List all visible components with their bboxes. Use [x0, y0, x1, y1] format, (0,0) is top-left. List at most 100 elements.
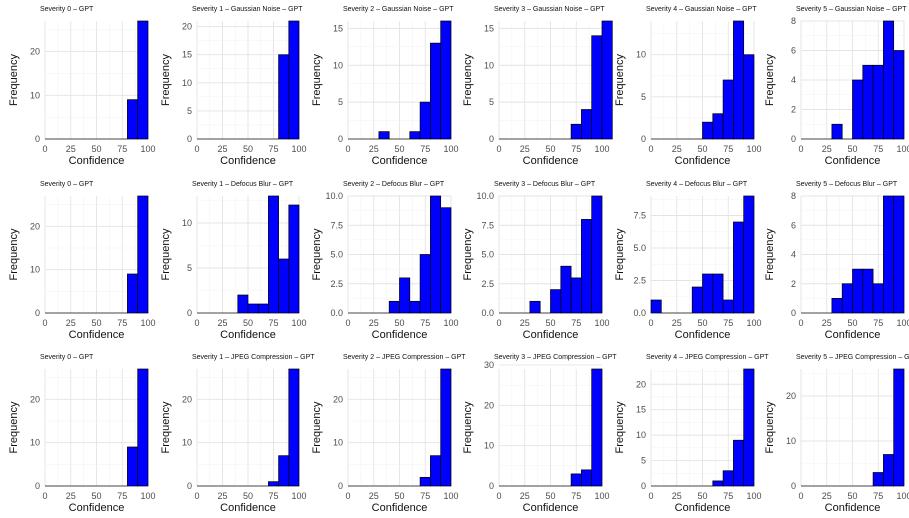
y-tick-label: 10: [182, 438, 192, 448]
panel-17: 0 5 10 15 20 0 25 50 75 100 Confidence Frequency Sev…: [614, 354, 769, 514]
y-tick-label: 0: [338, 134, 343, 144]
histogram-bar: [581, 469, 593, 487]
x-tick-label: 75: [268, 144, 278, 154]
y-axis-label: Frequency: [160, 401, 172, 453]
x-tick-label: 100: [443, 491, 458, 501]
x-axis-label: Confidence: [825, 502, 881, 514]
y-axis-label: Frequency: [614, 228, 626, 280]
y-tick-label: 10: [30, 265, 40, 275]
histogram-bar: [137, 20, 149, 140]
x-tick-label: 25: [520, 491, 530, 501]
y-tick-label: 15: [484, 23, 494, 33]
x-tick-label: 50: [91, 144, 101, 154]
y-tick-label: 0: [791, 481, 796, 491]
panel-title: Severity 2 – Defocus Blur – GPT: [343, 181, 445, 188]
panel-title: Severity 5 – Defocus Blur – GPT: [796, 181, 898, 188]
x-axis-label: Confidence: [69, 329, 125, 341]
y-axis-label: Frequency: [764, 228, 776, 280]
x-tick-label: 50: [394, 144, 404, 154]
y-tick-label: 10: [484, 60, 494, 70]
x-tick-label: 75: [571, 491, 581, 501]
y-tick-label: 20: [333, 394, 343, 404]
x-tick-label: 50: [91, 491, 101, 501]
x-axis-label: Confidence: [675, 155, 731, 167]
x-tick-label: 50: [243, 491, 253, 501]
y-tick-label: 4: [791, 250, 796, 260]
x-tick-label: 50: [243, 144, 253, 154]
y-axis-label: Frequency: [614, 54, 626, 106]
x-tick-label: 0: [648, 491, 653, 501]
histogram-bar: [883, 195, 895, 314]
y-tick-label: 5.0: [481, 250, 494, 260]
x-tick-label: 50: [697, 318, 707, 328]
histogram-bar: [137, 195, 149, 314]
x-tick-label: 75: [723, 144, 733, 154]
x-tick-label: 50: [243, 318, 253, 328]
x-tick-label: 25: [66, 318, 76, 328]
histogram-bar: [127, 99, 139, 140]
x-tick-label: 75: [571, 144, 581, 154]
x-tick-label: 0: [42, 491, 47, 501]
panel-2: 0 5 10 15 20 0 25 50 75 100 Confidence Frequency Sev…: [160, 6, 307, 167]
x-tick-label: 50: [394, 491, 404, 501]
panel-title: Severity 3 – Gaussian Noise – GPT: [494, 6, 605, 13]
y-tick-label: 20: [182, 394, 192, 404]
histogram-bar: [872, 64, 884, 140]
x-tick-label: 0: [345, 318, 350, 328]
histogram-bar: [278, 455, 290, 487]
histogram-bar: [288, 20, 300, 140]
y-axis-label: Frequency: [311, 228, 323, 280]
y-tick-label: 7.5: [633, 211, 646, 221]
x-tick-label: 100: [896, 318, 909, 328]
histogram-bar: [712, 273, 724, 314]
x-tick-label: 0: [496, 318, 501, 328]
panel-title: Severity 4 – Gaussian Noise – GPT: [646, 6, 757, 13]
x-tick-label: 75: [873, 318, 883, 328]
y-tick-label: 20: [484, 400, 494, 410]
histogram-bar: [702, 273, 714, 314]
y-tick-label: 20: [786, 391, 796, 401]
histogram-bar: [893, 50, 905, 140]
histogram-bar: [409, 300, 421, 314]
histogram-bar: [893, 368, 905, 487]
x-tick-label: 0: [798, 318, 803, 328]
histogram-bar: [722, 299, 734, 314]
histogram-bar: [862, 268, 874, 314]
y-tick-label: 7.5: [481, 220, 494, 230]
y-tick-label: 15: [182, 50, 192, 60]
y-tick-label: 0: [187, 308, 192, 318]
y-tick-label: 0: [35, 481, 40, 491]
x-axis-label: Confidence: [372, 155, 428, 167]
y-tick-label: 5: [338, 97, 343, 107]
x-tick-label: 100: [594, 318, 609, 328]
x-tick-label: 50: [847, 318, 857, 328]
x-tick-label: 50: [697, 144, 707, 154]
histogram-bar: [127, 446, 139, 487]
y-tick-label: 0: [489, 481, 494, 491]
panel-10: 0.0 2.5 5.0 7.5 10.0 0 25 50 75 100 Confidence Freq…: [462, 181, 610, 341]
histogram-bar: [591, 368, 603, 487]
x-tick-label: 75: [571, 318, 581, 328]
y-tick-label: 10: [333, 60, 343, 70]
x-axis-label: Confidence: [523, 155, 579, 167]
y-tick-label: 10: [636, 50, 646, 60]
y-tick-label: 10: [786, 436, 796, 446]
panel-14: 0 10 20 0 25 50 75 100 Confidence Frequency Severi…: [160, 354, 315, 514]
histogram-bar: [237, 294, 249, 314]
y-tick-label: 5: [187, 263, 192, 273]
x-tick-label: 25: [520, 318, 530, 328]
histogram-bar: [831, 123, 843, 140]
panel-title: Severity 0 – GPT: [40, 181, 94, 188]
panel-16: 0 10 20 30 0 25 50 75 100 Confidence Frequency Seve…: [462, 354, 617, 514]
x-axis-label: Confidence: [523, 329, 579, 341]
x-tick-label: 75: [723, 318, 733, 328]
histogram-bar: [440, 20, 452, 140]
x-tick-label: 25: [520, 144, 530, 154]
x-tick-label: 75: [117, 318, 127, 328]
y-tick-label: 10: [30, 438, 40, 448]
histogram-bar: [419, 476, 431, 487]
y-tick-label: 15: [333, 23, 343, 33]
y-tick-label: 0: [791, 308, 796, 318]
y-tick-label: 4: [791, 75, 796, 85]
y-axis-label: Frequency: [160, 54, 172, 106]
